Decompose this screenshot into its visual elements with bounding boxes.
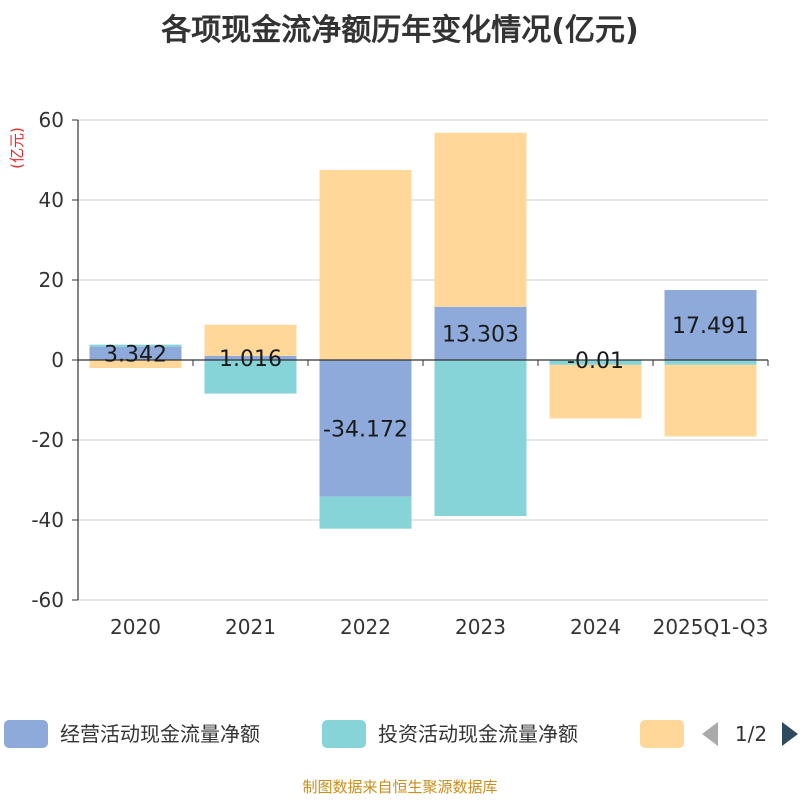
x-tick-label: 2022 bbox=[340, 615, 391, 639]
data-label: -34.172 bbox=[323, 417, 408, 442]
bar-s1-2024 bbox=[549, 360, 642, 365]
data-labels: 3.342 1.016 -34.172 13.303 -0.01 17.491 bbox=[104, 314, 749, 442]
x-tick-label: 2021 bbox=[225, 615, 276, 639]
y-axis-unit: (亿元) bbox=[8, 127, 26, 169]
bar-s0-2025Q1-Q3 bbox=[664, 290, 757, 360]
axes: 60 40 20 0 -20 -40 -60 2020 2021 2022 2023 2024 2025… bbox=[31, 108, 769, 639]
bar-s0-2020 bbox=[89, 346, 182, 360]
grid-lines bbox=[78, 119, 768, 601]
bar-s2-2025Q1-Q3 bbox=[664, 364, 757, 437]
legend-page-indicator: 1/2 bbox=[735, 722, 767, 746]
y-tick-label: 60 bbox=[39, 108, 64, 132]
legend-label[interactable]: 经营活动现金流量净额 bbox=[60, 722, 260, 746]
y-tick-label: 0 bbox=[51, 348, 64, 372]
bar-s2-2020 bbox=[89, 360, 182, 368]
source-note: 制图数据来自恒生聚源数据库 bbox=[302, 778, 497, 796]
bar-s0-2021 bbox=[204, 355, 297, 360]
legend-label[interactable]: 投资活动现金流量净额 bbox=[378, 722, 578, 746]
bar-s2-2022 bbox=[319, 170, 412, 360]
y-tick-label: -60 bbox=[31, 588, 64, 612]
x-tick-label: 2024 bbox=[570, 615, 621, 639]
bar-s0-2022 bbox=[319, 360, 412, 497]
bar-s0-2023 bbox=[434, 306, 527, 360]
legend-prev-arrow-icon[interactable] bbox=[702, 722, 718, 746]
x-tick-label: 2023 bbox=[455, 615, 506, 639]
bar-s1-2020 bbox=[89, 344, 182, 347]
y-tick-label: -40 bbox=[31, 508, 64, 532]
data-label: 13.303 bbox=[442, 322, 519, 347]
legend-swatch[interactable] bbox=[640, 720, 684, 748]
chart-title: 各项现金流净额历年变化情况(亿元) bbox=[160, 13, 638, 48]
data-label: 17.491 bbox=[672, 314, 749, 339]
data-label: 1.016 bbox=[219, 347, 282, 372]
bars bbox=[89, 132, 757, 529]
bar-s1-2022 bbox=[319, 496, 412, 529]
legend-swatch[interactable] bbox=[4, 720, 48, 748]
bar-s1-2023 bbox=[434, 360, 527, 516]
x-tick-label: 2025Q1-Q3 bbox=[653, 615, 769, 639]
bar-s2-2021 bbox=[204, 324, 297, 356]
legend: 经营活动现金流量净额 投资活动现金流量净额 1/2 bbox=[4, 720, 798, 748]
legend-swatch[interactable] bbox=[322, 720, 366, 748]
bar-s2-2023 bbox=[434, 132, 527, 307]
bar-s1-2025Q1-Q3 bbox=[664, 360, 757, 365]
y-tick-label: 40 bbox=[39, 188, 64, 212]
legend-next-arrow-icon[interactable] bbox=[782, 722, 798, 746]
data-label: 3.342 bbox=[104, 342, 167, 367]
y-tick-label: 20 bbox=[39, 268, 64, 292]
bar-s2-2024 bbox=[549, 364, 642, 419]
x-tick-label: 2020 bbox=[110, 615, 161, 639]
y-tick-label: -20 bbox=[31, 428, 64, 452]
bar-s1-2021 bbox=[204, 360, 297, 394]
data-label: -0.01 bbox=[567, 349, 624, 374]
